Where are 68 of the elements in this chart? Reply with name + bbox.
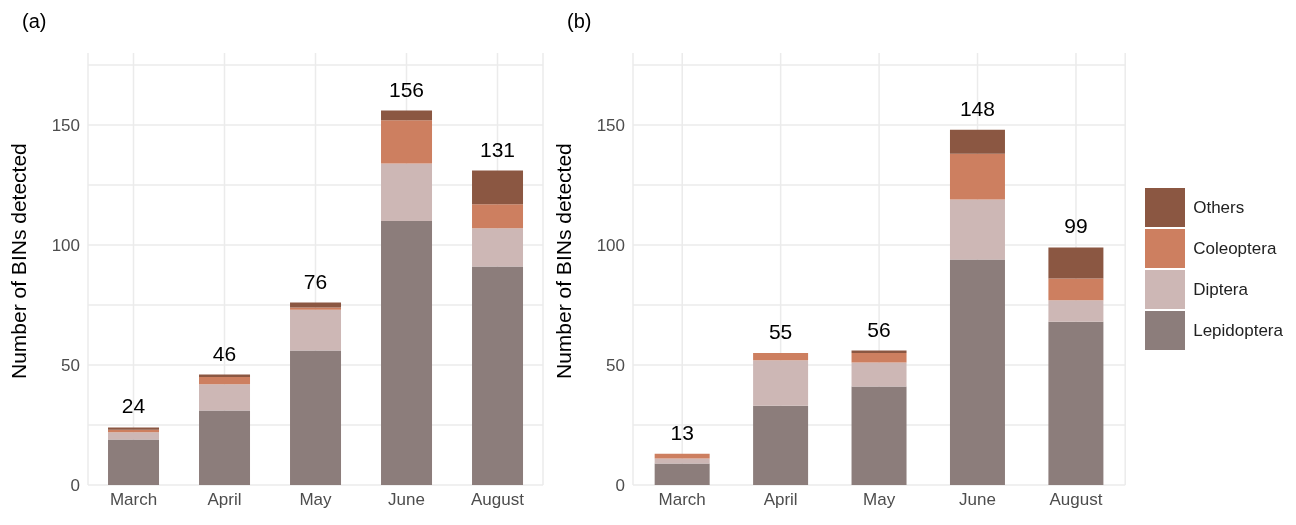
bar: [1048, 300, 1104, 322]
bar: [108, 432, 160, 440]
chart-title: (b): [567, 10, 592, 33]
bar: [949, 199, 1005, 260]
total-label: 76: [303, 269, 328, 293]
x-tick-label: April: [763, 490, 798, 510]
legend-label: Coleoptera: [1193, 238, 1277, 259]
x-tick-label: May: [299, 490, 333, 510]
bar: [472, 228, 524, 267]
bar: [472, 266, 524, 485]
bar: [851, 386, 907, 485]
bar: [290, 307, 342, 310]
x-tick-label: August: [1049, 490, 1103, 510]
total-label: 46: [212, 341, 237, 365]
bar: [753, 360, 809, 406]
total-label: 148: [959, 96, 995, 120]
bar: [381, 110, 433, 121]
x-tick-label: March: [109, 490, 158, 510]
bar: [381, 120, 433, 164]
bar: [1048, 278, 1104, 301]
bar: [472, 204, 524, 229]
bar: [381, 221, 433, 485]
bar: [108, 439, 160, 485]
bar: [290, 309, 342, 351]
bar: [199, 384, 251, 411]
y-tick-label: 50: [61, 356, 80, 376]
bar: [949, 129, 1005, 154]
bar: [290, 350, 342, 485]
bar: [949, 153, 1005, 200]
bar: [1048, 321, 1104, 485]
bar: [949, 259, 1005, 485]
legend-label: Lepidoptera: [1193, 320, 1283, 341]
legend-label: Diptera: [1193, 279, 1248, 300]
total-label: 56: [867, 317, 891, 341]
bar: [654, 453, 710, 459]
total-label: 24: [121, 394, 146, 418]
y-axis-title: Number of BINs detected: [552, 143, 576, 379]
bar: [199, 410, 251, 485]
legend-label: Others: [1193, 197, 1245, 218]
total-label: 156: [389, 77, 425, 101]
total-label: 131: [480, 137, 516, 161]
y-tick-label: 100: [596, 236, 625, 256]
bar: [199, 377, 251, 385]
y-tick-label: 0: [615, 476, 625, 496]
total-label: 55: [768, 320, 793, 343]
total-label: 13: [670, 420, 694, 444]
bar: [851, 353, 907, 363]
bar: [654, 463, 710, 485]
y-tick-label: 150: [596, 116, 625, 136]
bar: [381, 163, 433, 221]
bar: [851, 362, 907, 387]
x-tick-label: June: [959, 490, 996, 510]
y-tick-label: 50: [606, 356, 625, 376]
y-axis-title: Number of BINs detected: [7, 143, 31, 379]
bar: [1048, 247, 1104, 279]
x-tick-label: April: [207, 490, 242, 510]
x-tick-label: August: [471, 490, 525, 510]
y-tick-label: 150: [51, 116, 80, 136]
bar: [472, 170, 524, 205]
bar: [753, 405, 809, 485]
x-tick-label: June: [388, 490, 425, 510]
total-label: 99: [1064, 214, 1088, 238]
y-tick-label: 0: [70, 476, 80, 496]
bar: [753, 353, 809, 361]
x-tick-label: May: [863, 490, 896, 510]
x-tick-label: March: [658, 490, 706, 510]
chart-title: (a): [22, 10, 47, 33]
y-tick-label: 100: [51, 236, 80, 256]
